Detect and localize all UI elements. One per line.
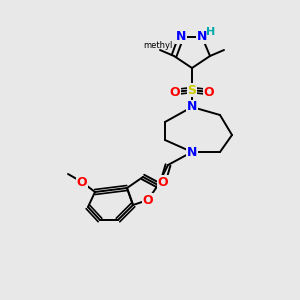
- Text: H: H: [206, 27, 216, 37]
- Text: N: N: [187, 146, 197, 158]
- Text: O: O: [204, 85, 214, 98]
- Text: O: O: [158, 176, 168, 188]
- Text: N: N: [197, 31, 207, 44]
- Text: methyl: methyl: [143, 41, 173, 50]
- Text: O: O: [77, 176, 87, 188]
- Text: N: N: [176, 31, 186, 44]
- Text: O: O: [143, 194, 153, 206]
- Text: S: S: [188, 83, 196, 97]
- Text: O: O: [170, 85, 180, 98]
- Text: N: N: [187, 100, 197, 113]
